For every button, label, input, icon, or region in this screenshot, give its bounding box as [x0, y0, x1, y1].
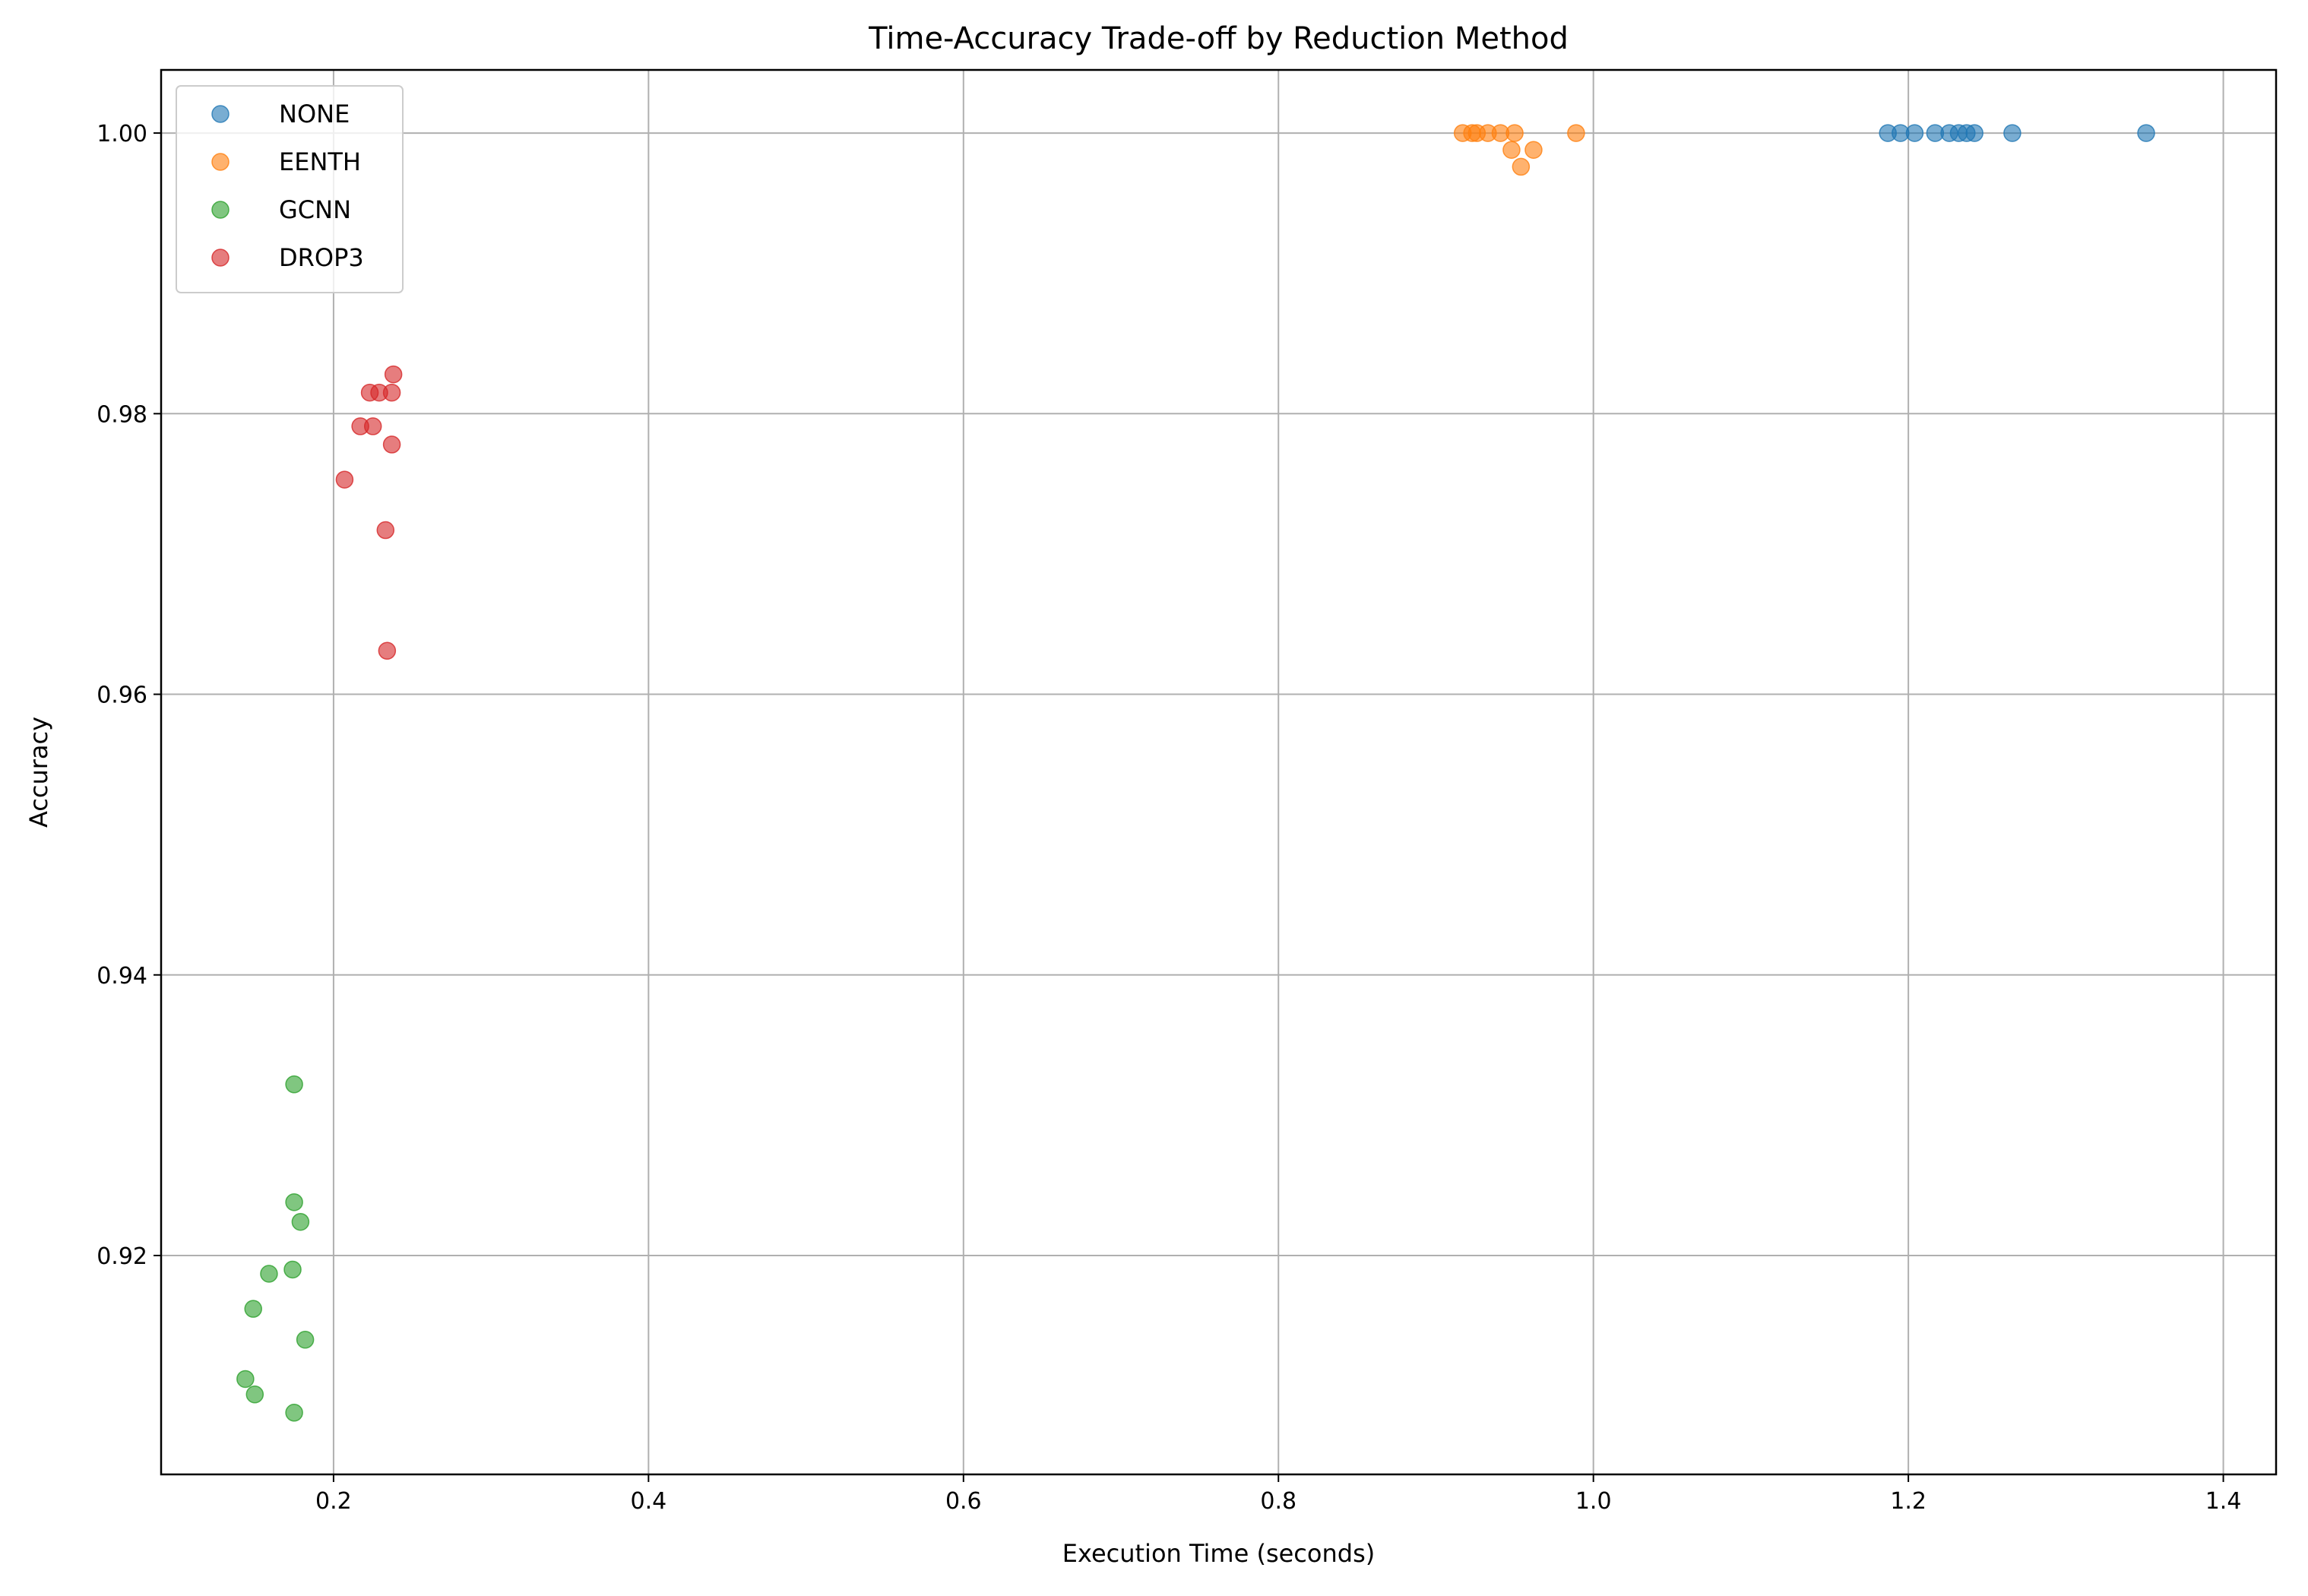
- data-point: [245, 1385, 264, 1404]
- legend-box: [176, 85, 404, 293]
- data-point: [1512, 157, 1531, 176]
- x-tick-label: 0.6: [945, 1488, 982, 1515]
- x-tick-label: 1.2: [1890, 1488, 1926, 1515]
- data-point: [1505, 124, 1524, 142]
- x-tick-label: 1.0: [1575, 1488, 1612, 1515]
- data-point: [382, 435, 401, 454]
- data-point: [291, 1212, 310, 1231]
- series-gcnn: [236, 1075, 315, 1422]
- data-point: [285, 1404, 303, 1422]
- data-point: [1905, 124, 1924, 142]
- x-tick-label: 0.4: [630, 1488, 666, 1515]
- legend-marker: [211, 105, 230, 123]
- data-points: [236, 124, 2155, 1422]
- y-tick-label: 0.96: [97, 682, 147, 709]
- data-point: [363, 417, 382, 435]
- series-none: [1879, 124, 2155, 142]
- data-point: [1502, 141, 1521, 159]
- data-point: [2003, 124, 2021, 142]
- x-tick-label: 1.4: [2205, 1488, 2242, 1515]
- y-tick-label: 1.00: [97, 121, 147, 147]
- legend-marker: [211, 153, 230, 171]
- data-point: [296, 1331, 315, 1349]
- legend-marker: [211, 201, 230, 219]
- grid-lines: [161, 70, 2276, 1474]
- legend-label: GCNN: [279, 195, 351, 224]
- data-point: [384, 365, 403, 384]
- series-eenth: [1453, 124, 1585, 176]
- legend: NONE EENTH GCNN DROP3: [176, 85, 404, 293]
- x-tick-label: 0.8: [1260, 1488, 1296, 1515]
- legend-marker: [211, 249, 230, 267]
- legend-label: EENTH: [279, 147, 361, 176]
- y-tick-label: 0.98: [97, 401, 147, 428]
- y-tick-label: 0.94: [97, 963, 147, 990]
- legend-label: NONE: [279, 100, 350, 128]
- data-point: [2137, 124, 2155, 142]
- series-drop3: [335, 365, 403, 660]
- data-point: [285, 1075, 303, 1094]
- data-point: [260, 1265, 278, 1283]
- legend-label: DROP3: [279, 243, 364, 272]
- chart-title: Time-Accuracy Trade-off by Reduction Met…: [868, 21, 1569, 56]
- data-point: [236, 1370, 255, 1389]
- plot-frame: [160, 68, 2278, 1476]
- data-point: [283, 1260, 302, 1279]
- y-tick-label: 0.92: [97, 1243, 147, 1270]
- data-point: [378, 641, 397, 660]
- data-point: [1524, 141, 1543, 159]
- x-tick-label: 0.2: [315, 1488, 352, 1515]
- data-point: [285, 1193, 303, 1211]
- data-point: [382, 383, 401, 402]
- data-point: [244, 1300, 262, 1318]
- data-point: [1965, 124, 1983, 142]
- data-point: [335, 470, 354, 489]
- y-axis-label: Accuracy: [24, 717, 53, 828]
- axis-ticks: 0.2 0.4 0.6 0.8 1.0 1.2 1.4 0.92 0.94 0.96 0.98 1.0…: [97, 121, 2241, 1515]
- x-axis-label: Execution Time (seconds): [1062, 1539, 1375, 1568]
- data-point: [376, 521, 395, 540]
- data-point: [1567, 124, 1585, 142]
